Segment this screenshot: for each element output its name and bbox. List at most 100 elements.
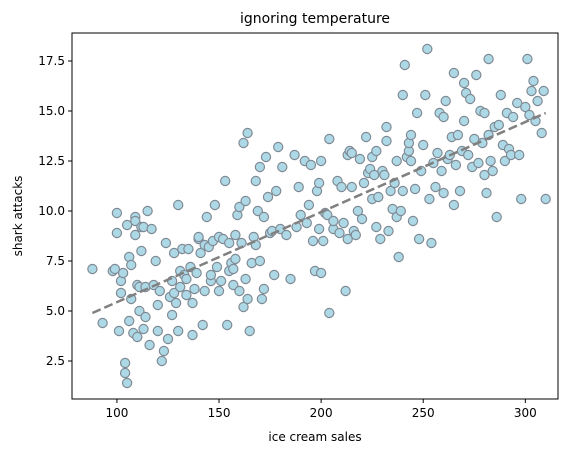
x-tick-label-2: 200: [310, 406, 333, 420]
y-tick-label-4: 12.5: [38, 154, 65, 168]
data-point-248: [520, 101, 531, 113]
data-point-45: [166, 275, 178, 287]
x-tick-label-1: 150: [208, 406, 231, 420]
data-point-39: [154, 285, 165, 297]
data-point-60: [187, 297, 198, 309]
data-point-232: [483, 53, 494, 65]
data-point-221: [465, 93, 476, 105]
data-point-111: [260, 151, 272, 163]
data-point-38: [152, 325, 163, 337]
x-tick-label-3: 250: [412, 406, 435, 420]
data-point-31: [140, 311, 151, 323]
data-point-75: [209, 199, 221, 211]
y-tick-label-2: 7.5: [46, 254, 65, 268]
data-point-87: [228, 263, 239, 275]
data-point-32: [142, 205, 153, 217]
x-axis-label: ice cream sales: [268, 430, 361, 444]
data-point-149: [342, 233, 353, 245]
data-point-50: [172, 199, 184, 211]
data-point-228: [479, 169, 490, 181]
data-point-117: [273, 141, 284, 153]
data-point-8: [115, 287, 127, 299]
data-point-12: [121, 377, 133, 389]
data-point-37: [152, 299, 163, 311]
x-tick-label-4: 300: [514, 406, 537, 420]
data-point-257: [540, 193, 551, 205]
data-point-256: [538, 85, 549, 97]
data-point-195: [418, 139, 429, 151]
data-point-145: [334, 227, 345, 239]
data-point-215: [454, 185, 466, 197]
data-point-9: [117, 267, 129, 279]
data-point-27: [136, 245, 147, 257]
data-point-133: [313, 223, 325, 235]
data-point-112: [262, 191, 274, 203]
data-point-46: [166, 309, 178, 321]
y-axis-label: shark attacks: [11, 176, 25, 257]
data-point-3: [109, 263, 121, 275]
data-point-13: [121, 219, 133, 231]
data-point-108: [256, 293, 268, 305]
data-point-11: [119, 367, 131, 379]
data-point-148: [340, 285, 351, 297]
data-point-57: [181, 289, 192, 301]
data-point-238: [495, 89, 506, 101]
data-point-213: [450, 159, 462, 171]
chart-title: ignoring temperature: [240, 11, 390, 27]
x-tick-label-0: 100: [105, 406, 128, 420]
data-point-247: [516, 193, 527, 205]
data-point-141: [324, 307, 335, 319]
data-point-143: [328, 215, 339, 227]
data-point-167: [371, 145, 382, 157]
data-point-110: [258, 283, 270, 295]
data-point-158: [356, 213, 368, 225]
data-point-249: [522, 53, 533, 65]
trend-line: [91, 111, 547, 315]
data-point-92: [234, 201, 245, 213]
data-point-53: [174, 281, 186, 293]
data-point-15: [123, 315, 135, 327]
data-point-251: [526, 85, 537, 97]
data-point-62: [189, 283, 200, 295]
data-point-65: [193, 231, 204, 243]
data-point-201: [430, 181, 441, 193]
data-point-252: [528, 75, 539, 87]
data-point-184: [399, 59, 410, 71]
data-point-169: [375, 233, 386, 245]
data-point-189: [405, 129, 417, 141]
data-point-207: [440, 95, 451, 107]
data-point-146: [336, 181, 347, 193]
data-point-182: [397, 185, 408, 197]
data-point-244: [507, 111, 519, 123]
data-point-77: [213, 285, 225, 297]
data-point-180: [393, 251, 404, 263]
data-point-217: [458, 115, 470, 127]
data-point-116: [271, 185, 282, 197]
data-point-181: [395, 205, 406, 217]
data-point-51: [172, 325, 184, 337]
data-point-81: [219, 175, 231, 187]
data-point-212: [448, 67, 460, 79]
data-point-218: [458, 77, 470, 89]
data-point-230: [481, 187, 492, 199]
data-point-73: [205, 269, 217, 281]
data-point-237: [493, 119, 504, 131]
data-point-43: [162, 333, 174, 345]
data-point-192: [411, 107, 423, 119]
y-axis: 2.5 5.0 7.5 10.0 12.5 15.0 17.5: [38, 54, 72, 368]
data-point-250: [524, 109, 535, 121]
data-point-139: [322, 209, 333, 221]
data-point-130: [307, 235, 319, 247]
data-point-225: [473, 157, 484, 169]
data-point-107: [254, 161, 266, 173]
data-point-220: [463, 149, 474, 161]
data-point-94: [238, 301, 249, 313]
y-tick-label-0: 2.5: [46, 354, 65, 368]
data-point-199: [426, 237, 437, 249]
data-point-29: [138, 323, 149, 335]
data-point-124: [293, 181, 304, 193]
data-point-171: [379, 169, 390, 181]
data-point-49: [170, 297, 182, 309]
data-point-21: [130, 229, 141, 241]
data-point-24: [134, 305, 145, 317]
